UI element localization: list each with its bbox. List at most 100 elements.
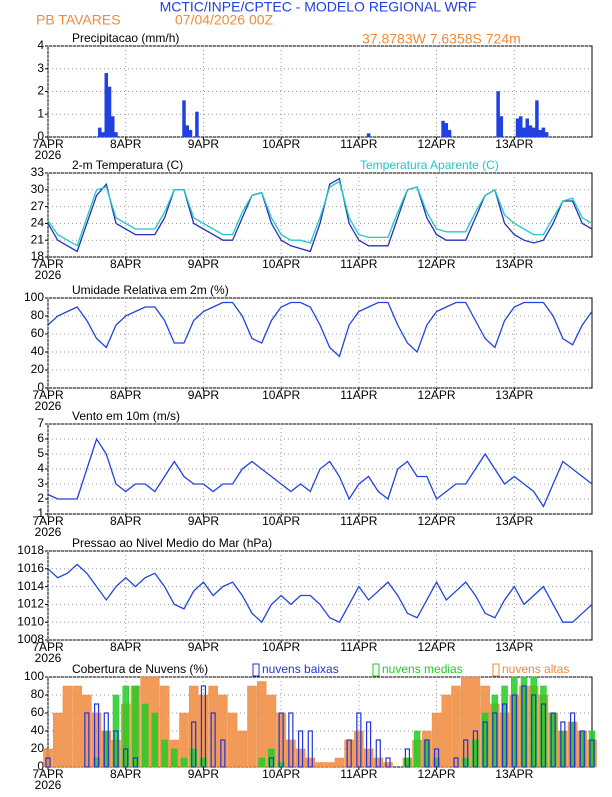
x-tick-label: 7APR <box>32 514 64 528</box>
bar <box>208 685 218 768</box>
x-year-label: 2026 <box>35 651 62 665</box>
bar <box>519 116 523 138</box>
bar <box>220 739 226 768</box>
bar <box>324 762 335 768</box>
bar <box>188 129 193 138</box>
bar <box>247 685 257 768</box>
bar <box>103 712 109 768</box>
y-tick-label: 60 <box>31 705 45 719</box>
x-tick-label: 8APR <box>110 257 142 271</box>
bar <box>256 681 267 768</box>
bar <box>535 100 539 138</box>
bar <box>365 721 372 768</box>
bar <box>268 757 275 768</box>
x-tick-label: 12APR <box>418 388 456 402</box>
page-title: MCTIC/INPE/CPTEC - MODELO REGIONAL WRF <box>160 0 477 15</box>
series-line <box>47 437 593 508</box>
bar <box>354 730 364 768</box>
bar <box>453 757 459 768</box>
y-tick-label: 1 <box>37 106 44 120</box>
y-tick-label: 3 <box>37 61 44 75</box>
y-tick-label: 1018 <box>17 543 44 557</box>
x-tick-label: 12APR <box>418 514 456 528</box>
panel-title: Cobertura de Nuvens (%) <box>72 662 208 676</box>
bar <box>141 703 149 768</box>
bar <box>111 116 115 138</box>
bar <box>132 685 139 768</box>
bar <box>52 712 63 768</box>
panel-title: Pressao ao Nivel Medio do Mar (hPa) <box>72 536 272 550</box>
y-tick-label: 33 <box>31 165 45 179</box>
bar <box>544 132 549 138</box>
y-tick-label: 1010 <box>17 614 44 628</box>
x-tick-label: 8APR <box>110 514 142 528</box>
bar <box>123 748 129 768</box>
x-tick-label: 9APR <box>188 137 220 151</box>
bar <box>104 73 109 138</box>
bar <box>499 116 504 138</box>
bar <box>305 757 316 768</box>
y-tick-label: 4 <box>37 461 44 475</box>
bar <box>346 739 352 768</box>
bar <box>496 91 500 138</box>
bar <box>180 757 188 768</box>
bar <box>210 712 216 768</box>
x-tick-label: 10APR <box>262 388 300 402</box>
bar <box>132 757 139 768</box>
x-year-label: 2026 <box>35 399 62 413</box>
bar <box>569 712 576 768</box>
bar <box>84 712 90 768</box>
legend-label: nuvens altas <box>502 662 569 676</box>
bar <box>237 730 248 768</box>
x-tick-label: 7APR <box>32 767 64 781</box>
y-tick-label: 4 <box>37 38 44 52</box>
bar <box>413 730 421 768</box>
x-tick-label: 9APR <box>188 767 220 781</box>
y-tick-label: 20 <box>31 741 45 755</box>
bar <box>171 748 178 768</box>
bar <box>295 748 306 768</box>
y-tick-label: 40 <box>31 344 45 358</box>
x-tick-label: 8APR <box>110 767 142 781</box>
plot-frame <box>47 550 593 641</box>
bar <box>589 739 595 768</box>
bar <box>525 118 529 138</box>
x-tick-label: 11APR <box>340 137 377 151</box>
bar <box>182 100 186 138</box>
y-tick-label: 27 <box>31 199 45 213</box>
series-line <box>47 301 593 358</box>
bar <box>278 712 284 768</box>
bar <box>198 694 209 768</box>
bar <box>288 712 294 768</box>
series-line <box>47 180 593 247</box>
y-tick-label: 1 <box>37 506 44 520</box>
x-tick-label: 12APR <box>418 137 456 151</box>
x-tick-label: 8APR <box>110 388 142 402</box>
series-line <box>47 177 593 253</box>
x-tick-label: 8APR <box>110 137 142 151</box>
bar <box>383 762 393 768</box>
legend-label: nuvens medias <box>382 662 463 676</box>
bar <box>444 123 449 138</box>
panel-title: Umidade Relativa em 2m (%) <box>72 283 229 297</box>
x-tick-label: 12APR <box>418 767 456 781</box>
bar <box>482 721 488 768</box>
bar <box>447 129 452 138</box>
bar <box>366 133 371 138</box>
bar <box>385 757 391 768</box>
bar <box>463 739 469 768</box>
x-tick-label: 10APR <box>262 767 300 781</box>
bar <box>541 127 546 138</box>
y-tick-label: 0 <box>37 759 44 773</box>
y-tick-label: 0 <box>37 380 44 394</box>
bar <box>528 125 533 138</box>
plot-frame <box>47 172 593 258</box>
y-tick-label: 20 <box>31 362 45 376</box>
bar <box>227 712 238 768</box>
bar <box>522 127 526 138</box>
bar <box>72 685 82 768</box>
y-tick-label: 100 <box>24 669 44 683</box>
x-tick-label: 13APR <box>495 257 533 271</box>
legend-label: nuvens baixas <box>262 662 339 676</box>
x-tick-label: 13APR <box>495 514 533 528</box>
